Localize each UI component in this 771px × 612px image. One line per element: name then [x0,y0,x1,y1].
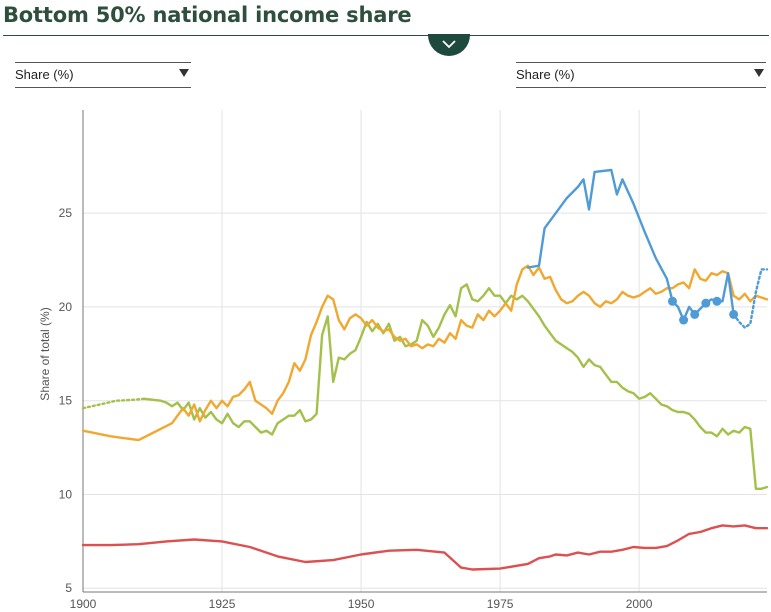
green-series-line [143,283,769,490]
y-tick-label: 15 [59,394,73,408]
y-tick-label: 10 [59,487,73,501]
x-tick-label: 1900 [70,597,97,611]
x-tick-label: 1975 [487,597,514,611]
red-series-line [81,524,769,571]
left-share-select-value: Share (%) [15,67,74,82]
right-share-select[interactable]: Share (%) [516,62,766,88]
blue-series-marker [679,315,689,325]
title-divider [3,35,769,36]
x-tick-label: 1925 [209,597,236,611]
right-share-select-value: Share (%) [516,67,575,82]
blue-series-marker [690,309,700,319]
blue-series-marker [712,296,722,306]
y-tick-label: 20 [59,300,73,314]
caret-down-icon [179,69,189,77]
left-share-select[interactable]: Share (%) [15,62,191,88]
y-tick-label: 5 [65,581,72,595]
green-series-dotted-line [81,397,146,410]
y-tick-label: 25 [59,206,73,220]
page-title: Bottom 50% national income share [3,3,412,27]
collapse-toggle-button[interactable] [428,34,470,56]
x-tick-label: 2000 [626,597,653,611]
blue-series-marker [701,298,711,308]
blue-series-marker [667,296,677,306]
orange-series-line [81,264,769,442]
chevron-down-icon [442,40,456,49]
blue-series-marker [729,309,739,319]
y-axis-title: Share of total (%) [38,307,52,400]
blue-series-dotted-line [732,268,769,330]
caret-down-icon [754,69,764,77]
x-tick-label: 1950 [348,597,375,611]
